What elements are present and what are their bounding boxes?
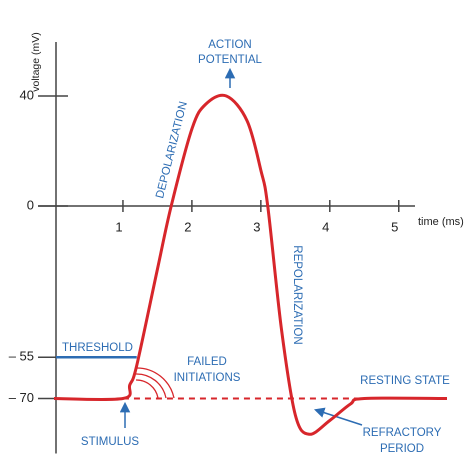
- annotation: POTENTIAL: [198, 54, 263, 66]
- arrow: [314, 407, 363, 426]
- y-tick-label: 40: [20, 87, 34, 102]
- failed-initiation-arcs: [135, 367, 175, 399]
- annotation: REPOLARIZATION: [291, 245, 303, 344]
- x-tick-label: 1: [115, 219, 122, 234]
- annotation: THRESHOLD: [62, 342, 133, 354]
- x-tick-label: 4: [322, 219, 329, 234]
- x-axis-label: time (ms): [418, 216, 464, 228]
- annotation: RESTING STATE: [360, 375, 450, 387]
- annotation: REFRACTORY: [363, 427, 442, 439]
- annotation: STIMULUS: [81, 436, 139, 448]
- x-tick-label: 2: [184, 219, 191, 234]
- x-tick-label: 3: [253, 219, 260, 234]
- y-tick-label: – 70: [9, 390, 34, 405]
- y-tick-label: – 55: [9, 349, 34, 364]
- series-line: [53, 93, 448, 436]
- y-axis-label: voltage (mV): [30, 32, 42, 92]
- annotation: ACTION: [208, 39, 251, 51]
- x-tick-label: 5: [391, 219, 398, 234]
- annotation: PERIOD: [380, 443, 424, 455]
- y-tick-label: 0: [27, 197, 34, 212]
- annotation: FAILED: [187, 356, 227, 368]
- annotation: INITIATIONS: [174, 372, 241, 384]
